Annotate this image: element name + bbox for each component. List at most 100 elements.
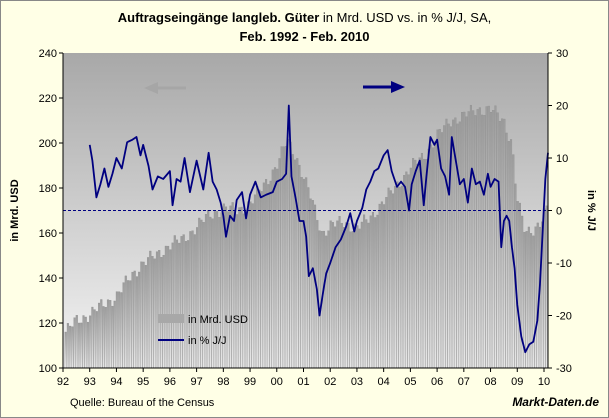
bar: [106, 299, 110, 369]
left-tick-label: 240: [39, 48, 57, 60]
bar: [358, 228, 361, 369]
bar: [77, 322, 81, 369]
bar: [481, 114, 484, 369]
bar: [325, 235, 328, 369]
right-tick-label: 30: [556, 48, 568, 60]
bar: [129, 280, 132, 369]
bar: [120, 292, 123, 369]
left-tick-label: 200: [39, 138, 57, 150]
bar: [414, 159, 417, 369]
source-note: Quelle: Bureau of the Census: [70, 397, 215, 409]
bar: [100, 299, 103, 369]
x-tick-label: 97: [190, 376, 202, 388]
bar: [305, 177, 308, 369]
bar: [494, 105, 497, 369]
chart-title: Auftragseingänge langleb. Güter in Mrd. …: [0, 10, 609, 25]
bar: [140, 261, 143, 369]
bar: [367, 222, 370, 369]
bar: [122, 282, 125, 369]
bar: [418, 157, 421, 369]
bar: [329, 220, 332, 369]
bar: [503, 118, 506, 369]
yoy-line: [88, 104, 549, 354]
bar: [133, 270, 136, 369]
bar: [458, 121, 461, 369]
right-tick-label: -30: [556, 363, 572, 375]
bar: [543, 208, 546, 369]
bar: [436, 129, 439, 369]
bar: [356, 225, 359, 369]
bar: [509, 139, 513, 369]
x-tick-label: 96: [164, 376, 176, 388]
right-axis-label: in % J/J: [585, 190, 597, 231]
bar: [505, 132, 508, 369]
right-tick-label: 10: [556, 153, 568, 165]
bar: [118, 291, 121, 369]
legend-swatch-bars: [158, 314, 184, 323]
legend: in Mrd. USD in % J/J: [158, 314, 248, 347]
bar: [492, 110, 495, 369]
bar: [124, 275, 127, 369]
bar: [465, 116, 468, 369]
x-tick-label: 00: [271, 376, 283, 388]
x-tick-label: 92: [57, 376, 69, 388]
bar: [273, 167, 277, 369]
bar: [296, 158, 299, 369]
bar: [351, 231, 354, 369]
bar: [95, 311, 98, 369]
bar: [354, 223, 357, 369]
bar: [369, 215, 372, 369]
bar: [427, 148, 430, 369]
bar: [75, 315, 78, 369]
bar: [452, 119, 455, 369]
brand-logo-text: Markt-Daten.de: [512, 395, 599, 409]
right-axis-arrow-head: [391, 81, 405, 93]
bar: [432, 147, 435, 369]
bar: [318, 230, 321, 369]
bar: [111, 305, 114, 369]
bars-series: [64, 104, 548, 369]
bar: [489, 112, 493, 369]
bar: [300, 177, 303, 369]
bar: [84, 316, 87, 369]
right-tick-label: -20: [556, 311, 572, 323]
bar: [376, 214, 379, 369]
bar: [307, 187, 310, 369]
bar: [445, 118, 448, 369]
bar: [271, 169, 274, 369]
bar: [447, 123, 450, 369]
x-tick-label: 95: [137, 376, 149, 388]
left-tick-label: 180: [39, 183, 57, 195]
bar: [403, 175, 406, 369]
x-tick-label: 99: [244, 376, 256, 388]
bar: [391, 193, 395, 369]
bar: [456, 123, 459, 369]
bar: [374, 217, 377, 369]
bar: [126, 280, 130, 369]
x-tick-label: 06: [431, 376, 443, 388]
legend-label-line: in % J/J: [188, 335, 227, 347]
bar: [69, 325, 72, 369]
bar: [89, 315, 92, 369]
chart-title-rest: in Mrd. USD vs. in % J/J, SA,: [319, 10, 492, 25]
bar: [342, 227, 346, 369]
bar: [71, 326, 74, 369]
bar: [507, 141, 510, 369]
bar: [298, 164, 301, 369]
bar: [93, 309, 96, 369]
line-series: [88, 104, 549, 354]
bar: [109, 300, 112, 369]
bar: [380, 201, 383, 369]
x-tick-label: 09: [511, 376, 523, 388]
bar: [467, 111, 470, 369]
bar: [472, 110, 475, 369]
bar: [387, 187, 390, 369]
bar: [385, 197, 388, 369]
bar: [278, 158, 281, 369]
bar: [327, 230, 330, 369]
x-tick-label: 10: [538, 376, 550, 388]
x-tick-label: 05: [404, 376, 416, 388]
bar: [302, 178, 305, 369]
bar: [287, 139, 290, 369]
